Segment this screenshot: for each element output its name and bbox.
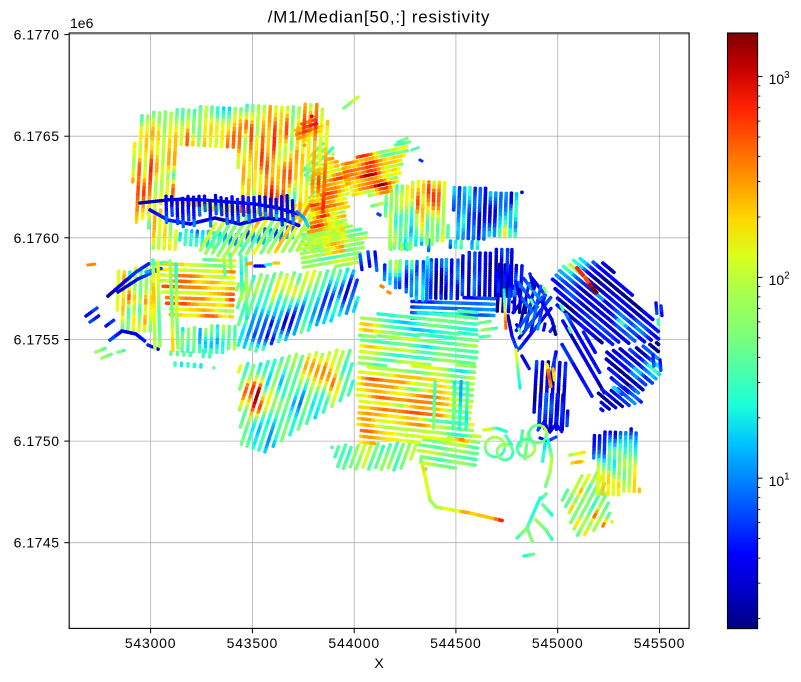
svg-text:544500: 544500 (430, 635, 482, 651)
svg-text:545000: 545000 (532, 635, 584, 651)
svg-text:6.1750: 6.1750 (14, 433, 60, 449)
svg-text:1e6: 1e6 (70, 15, 94, 31)
svg-text:543000: 543000 (125, 635, 177, 651)
svg-text:6.1745: 6.1745 (14, 535, 60, 551)
svg-text:6.1765: 6.1765 (14, 128, 60, 144)
svg-text:543500: 543500 (227, 635, 279, 651)
svg-text:6.1770: 6.1770 (14, 27, 60, 43)
svg-text:545500: 545500 (634, 635, 686, 651)
svg-text:X: X (374, 655, 384, 671)
svg-text:544000: 544000 (328, 635, 380, 651)
svg-text:6.1760: 6.1760 (14, 230, 60, 246)
svg-text:/M1/Median[50,:] resistivity: /M1/Median[50,:] resistivity (268, 8, 490, 27)
svg-text:6.1755: 6.1755 (14, 332, 60, 348)
